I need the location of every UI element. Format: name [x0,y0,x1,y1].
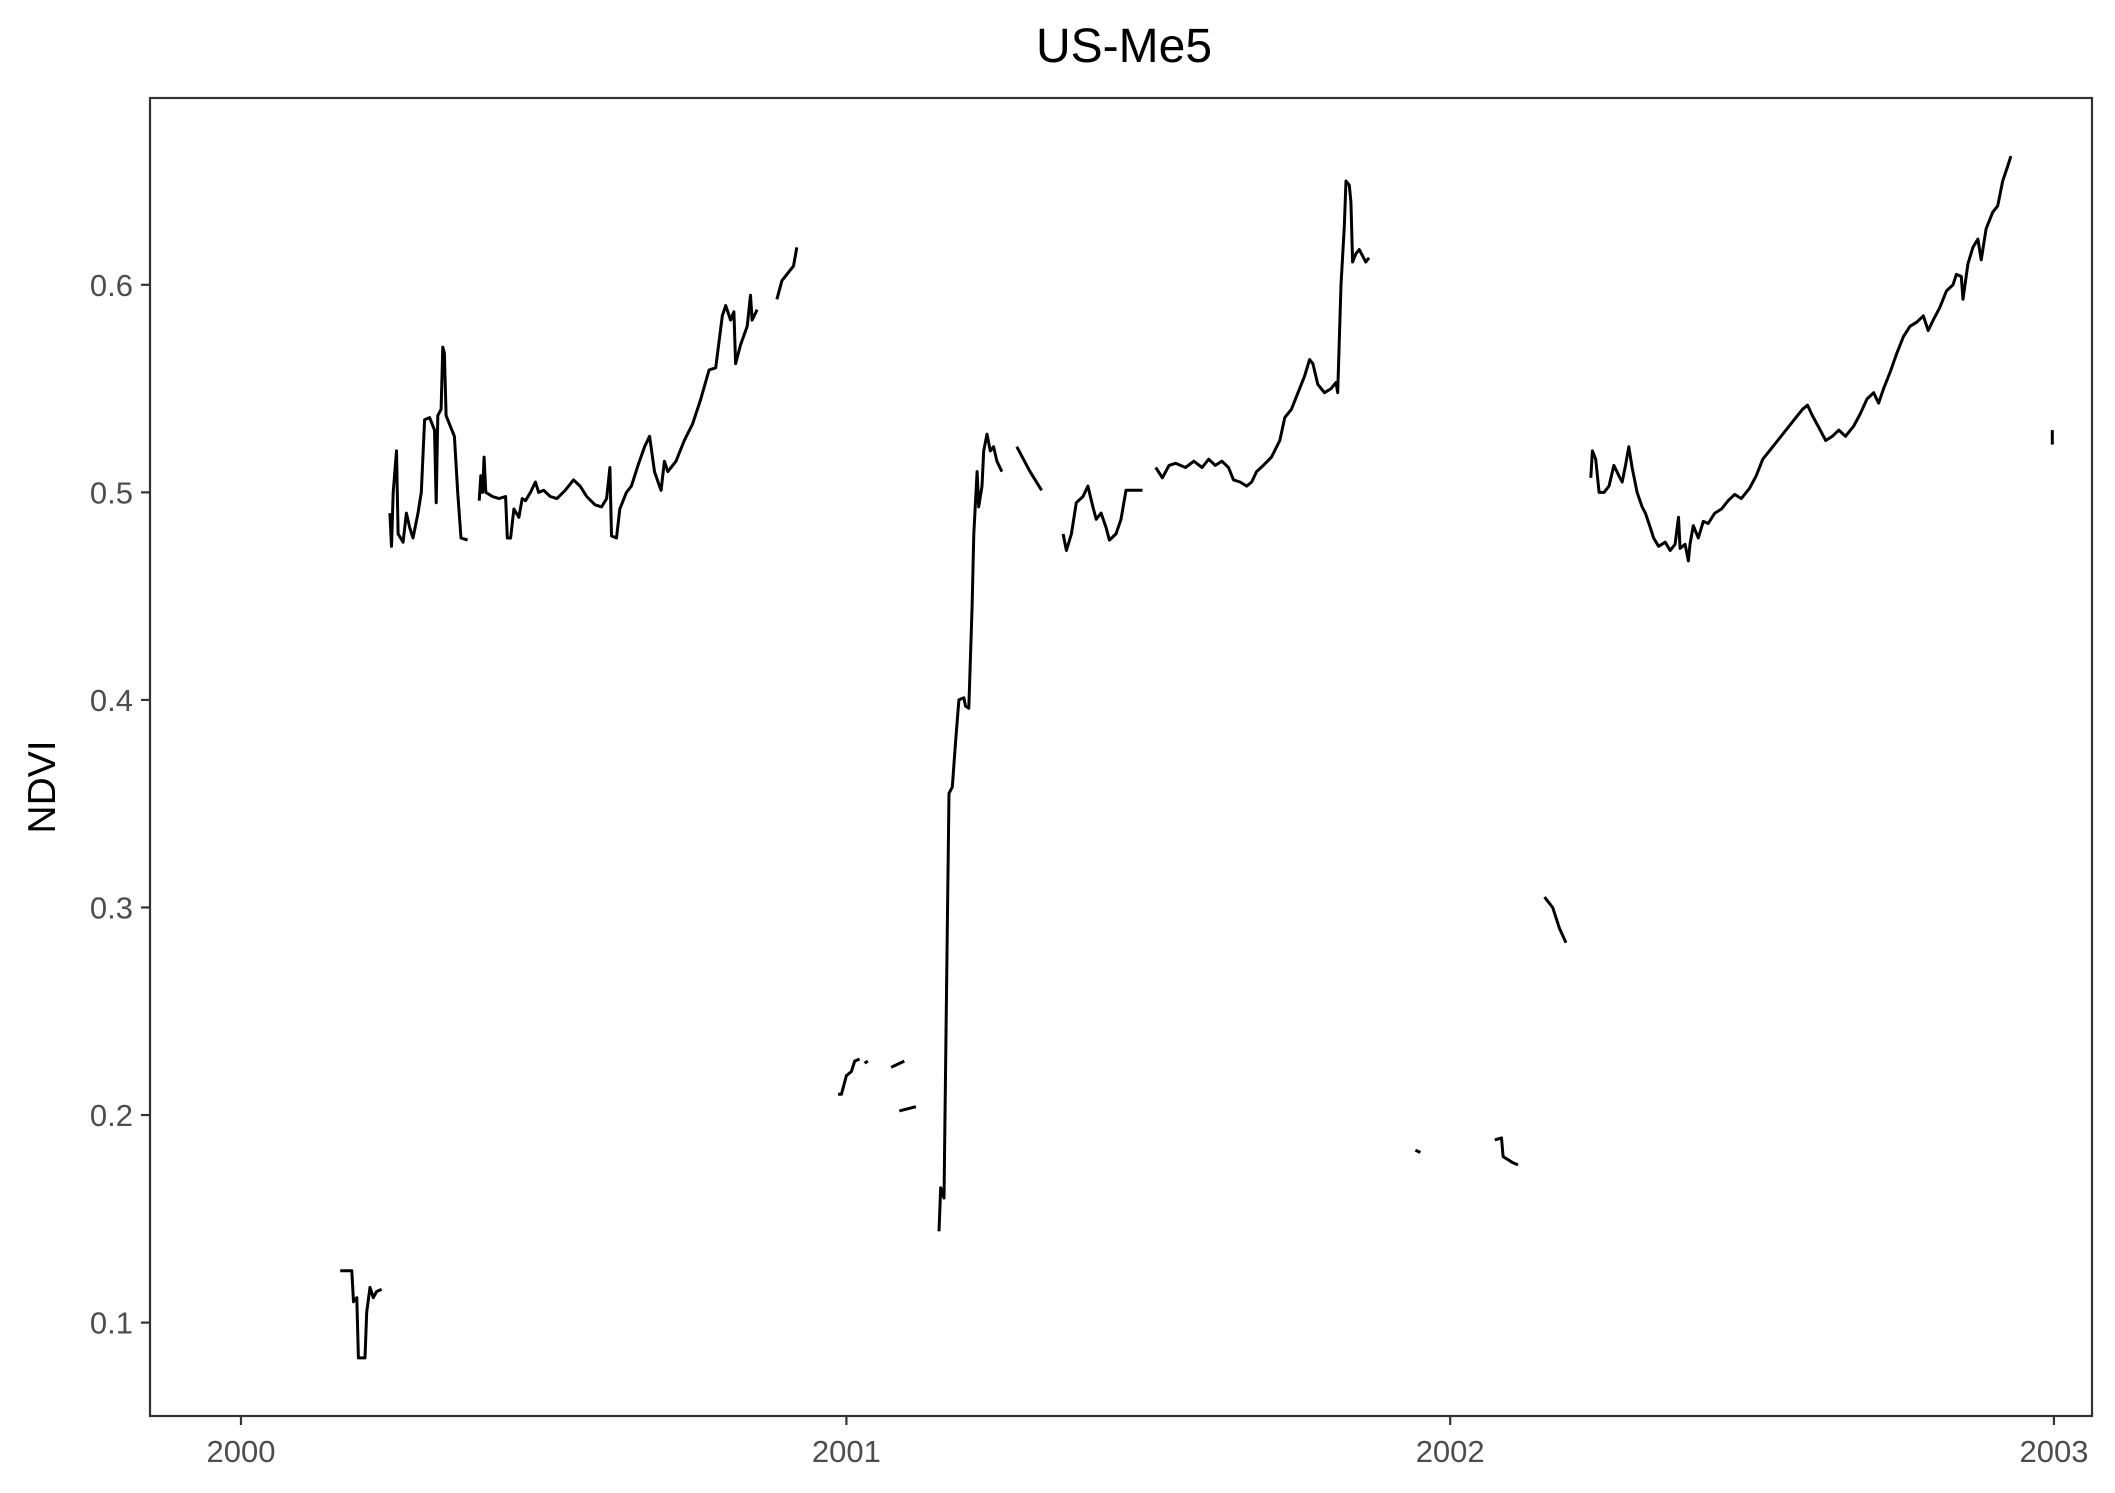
ndvi-line-segment [775,247,799,300]
ndvi-line-segment [937,432,1004,1232]
y-tick-label: 0.4 [90,683,133,718]
x-tick-label: 2000 [206,1434,275,1469]
x-tick-label: 2003 [2019,1434,2088,1469]
ndvi-line-segment [1154,179,1371,488]
ndvi-line-segment [388,345,469,548]
ndvi-line-segment [340,1269,383,1360]
chart-title: US-Me5 [1036,20,1212,73]
x-tick-label: 2001 [812,1434,881,1469]
ndvi-line-segment [838,1057,861,1096]
ndvi-series [340,155,2054,1360]
ndvi-line-segment [890,1059,905,1069]
y-tick-label: 0.6 [90,268,133,303]
ndvi-line-segment [898,1105,917,1113]
y-tick-label: 0.1 [90,1306,133,1341]
panel-border [148,96,2094,1418]
ndvi-line-segment [1494,1136,1519,1167]
ndvi-line-segment [1015,445,1043,492]
x-tick-label: 2002 [1416,1434,1485,1469]
ndvi-line-segment [863,1059,869,1065]
y-tick-label: 0.5 [90,475,133,510]
y-axis: 0.1 0.2 0.3 0.4 0.5 0.6 [90,268,150,1341]
ndvi-line-segment [477,293,759,540]
ndvi-line-segment [1414,1148,1421,1154]
ndvi-line-segment [1589,155,2013,563]
y-tick-label: 0.2 [90,1098,133,1133]
ndvi-line-segment [1543,896,1568,944]
y-tick-label: 0.3 [90,890,133,925]
ndvi-line-segment [1061,484,1143,552]
y-axis-label: NDVI [21,740,64,833]
x-axis: 2000 2001 2002 2003 [206,1416,2088,1469]
